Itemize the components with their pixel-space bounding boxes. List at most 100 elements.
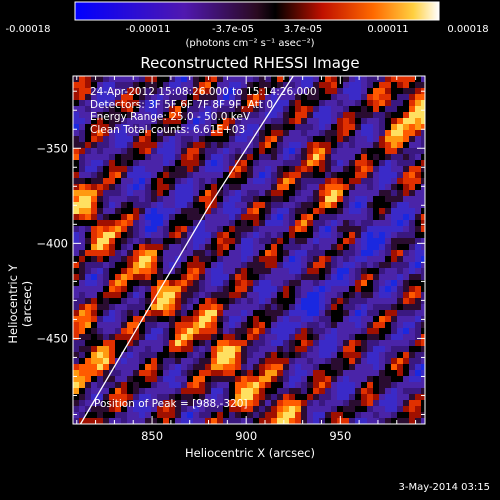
heatmap-cell <box>295 340 301 346</box>
heatmap-cell <box>349 382 355 388</box>
heatmap-cell <box>127 316 133 322</box>
heatmap-cell <box>205 304 211 310</box>
heatmap-cell <box>391 232 397 238</box>
heatmap-cell <box>271 376 277 382</box>
heatmap-cell <box>193 196 199 202</box>
heatmap-cell <box>355 328 361 334</box>
heatmap-cell <box>307 262 313 268</box>
heatmap-cell <box>127 136 133 142</box>
heatmap-cell <box>229 388 235 394</box>
heatmap-cell <box>391 172 397 178</box>
heatmap-cell <box>193 382 199 388</box>
heatmap-cell <box>253 196 259 202</box>
heatmap-cell <box>169 166 175 172</box>
heatmap-cell <box>379 310 385 316</box>
heatmap-cell <box>409 100 415 106</box>
heatmap-cell <box>403 382 409 388</box>
heatmap-cell <box>217 232 223 238</box>
heatmap-cell <box>271 226 277 232</box>
heatmap-cell <box>355 280 361 286</box>
heatmap-cell <box>115 184 121 190</box>
heatmap-cell <box>301 310 307 316</box>
heatmap-cell <box>97 334 103 340</box>
heatmap-cell <box>403 274 409 280</box>
heatmap-cell <box>73 112 79 118</box>
heatmap-cell <box>379 268 385 274</box>
heatmap-cell <box>301 316 307 322</box>
heatmap-cell <box>403 412 409 418</box>
heatmap-cell <box>349 310 355 316</box>
heatmap-cell <box>235 280 241 286</box>
heatmap-cell <box>343 340 349 346</box>
heatmap-cell <box>337 172 343 178</box>
heatmap-cell <box>139 346 145 352</box>
heatmap-cell <box>109 370 115 376</box>
heatmap-cell <box>97 286 103 292</box>
heatmap-cell <box>379 250 385 256</box>
heatmap-cell <box>181 352 187 358</box>
heatmap-cell <box>145 256 151 262</box>
heatmap-cell <box>301 340 307 346</box>
heatmap-cell <box>217 82 223 88</box>
heatmap-cell <box>229 172 235 178</box>
heatmap-cell <box>277 190 283 196</box>
heatmap-cell <box>127 298 133 304</box>
heatmap-cell <box>265 130 271 136</box>
heatmap-cell <box>181 358 187 364</box>
heatmap-cell <box>223 364 229 370</box>
heatmap-cell <box>319 256 325 262</box>
heatmap-cell <box>175 244 181 250</box>
heatmap-cell <box>403 346 409 352</box>
colorbar-label: (photons cm⁻² s⁻¹ asec⁻²) <box>185 38 315 49</box>
heatmap-cell <box>145 316 151 322</box>
heatmap-cell <box>415 250 421 256</box>
heatmap-cell <box>109 274 115 280</box>
heatmap-cell <box>193 256 199 262</box>
heatmap-cell <box>397 400 403 406</box>
heatmap-cell <box>361 418 367 424</box>
heatmap-cell <box>337 388 343 394</box>
heatmap-cell <box>163 268 169 274</box>
heatmap-cell <box>121 382 127 388</box>
heatmap-cell <box>169 172 175 178</box>
heatmap-cell <box>223 286 229 292</box>
heatmap-cell <box>127 130 133 136</box>
heatmap-cell <box>217 142 223 148</box>
heatmap-cell <box>235 178 241 184</box>
heatmap-cell <box>121 268 127 274</box>
heatmap-cell <box>409 82 415 88</box>
heatmap-cell <box>229 148 235 154</box>
heatmap-cell <box>193 268 199 274</box>
heatmap-cell <box>73 82 79 88</box>
heatmap-cell <box>235 76 241 82</box>
heatmap-cell <box>301 250 307 256</box>
heatmap-cell <box>409 394 415 400</box>
heatmap-cell <box>211 250 217 256</box>
heatmap-cell <box>109 112 115 118</box>
heatmap-cell <box>223 208 229 214</box>
heatmap-cell <box>97 196 103 202</box>
heatmap-cell <box>247 160 253 166</box>
heatmap-cell <box>145 208 151 214</box>
heatmap-cell <box>139 340 145 346</box>
heatmap-cell <box>409 190 415 196</box>
heatmap-cell <box>145 214 151 220</box>
heatmap-cell <box>175 166 181 172</box>
heatmap-cell <box>109 118 115 124</box>
heatmap-cell <box>295 106 301 112</box>
heatmap-cell <box>139 196 145 202</box>
heatmap-cell <box>271 118 277 124</box>
heatmap-cell <box>223 292 229 298</box>
heatmap-cell <box>175 100 181 106</box>
heatmap-cell <box>391 370 397 376</box>
heatmap-cell <box>157 124 163 130</box>
heatmap-cell <box>349 316 355 322</box>
heatmap-cell <box>223 220 229 226</box>
heatmap-cell <box>367 388 373 394</box>
heatmap-cell <box>157 94 163 100</box>
heatmap-cell <box>211 88 217 94</box>
heatmap-cell <box>409 136 415 142</box>
heatmap-cell <box>121 82 127 88</box>
heatmap-cell <box>397 112 403 118</box>
heatmap-cell <box>151 268 157 274</box>
